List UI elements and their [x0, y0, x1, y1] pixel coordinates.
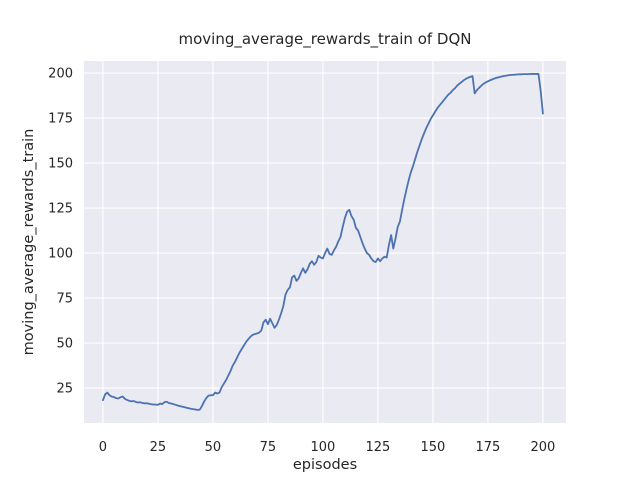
x-tick-label: 200: [530, 440, 555, 455]
reward-line: [102, 73, 544, 411]
y-tick-label: 25: [56, 382, 73, 397]
y-tick-label: 125: [48, 202, 73, 217]
chart-title: moving_average_rewards_train of DQN: [178, 30, 471, 49]
x-tick-label: 25: [150, 440, 167, 455]
y-tick-label: 100: [48, 247, 73, 262]
x-tick-label: 175: [475, 440, 500, 455]
y-tick-label: 75: [56, 292, 73, 307]
x-tick-label: 75: [260, 440, 277, 455]
x-tick-label: 50: [205, 440, 222, 455]
x-tick-label: 0: [99, 440, 107, 455]
y-tick-label: 200: [48, 67, 73, 82]
series-group: [102, 73, 544, 411]
x-axis-label: episodes: [293, 457, 357, 473]
y-tick-label: 50: [56, 337, 73, 352]
y-tick-label: 150: [48, 157, 73, 172]
x-axis-ticks: 0 25 50 75 100 125 150 175 200: [99, 440, 556, 455]
y-axis-ticks: 25 50 75 100 125 150 175 200: [48, 67, 73, 397]
y-tick-label: 175: [48, 112, 73, 127]
x-tick-label: 125: [365, 440, 390, 455]
y-axis-label: moving_average_rewards_train: [21, 129, 37, 356]
plot-area: [84, 61, 566, 423]
x-tick-label: 100: [310, 440, 335, 455]
x-tick-label: 150: [420, 440, 445, 455]
